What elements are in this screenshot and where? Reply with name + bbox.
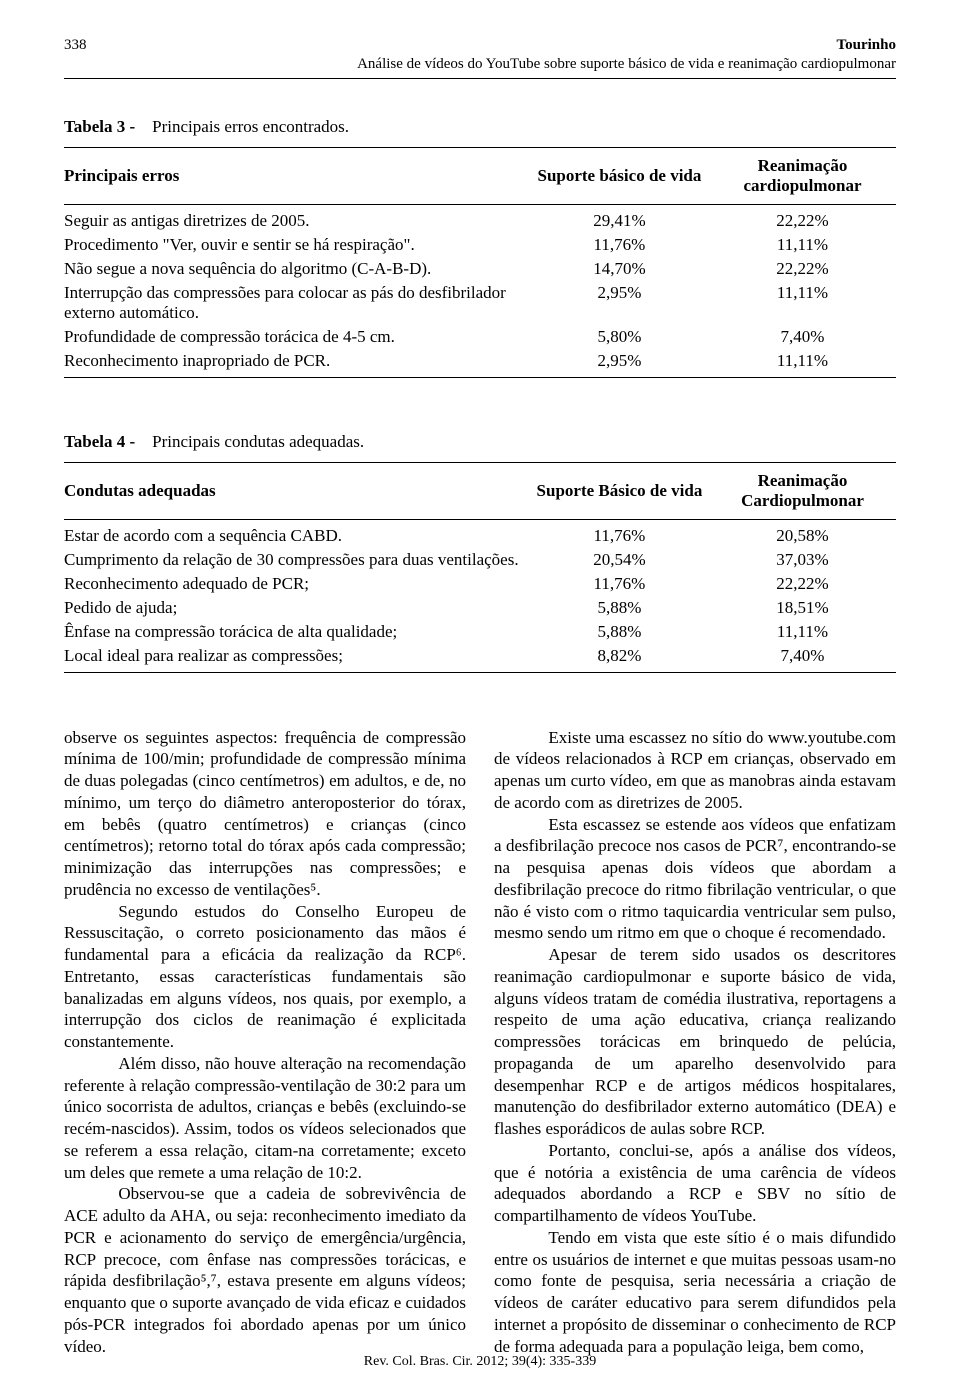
running-title-text: Análise de vídeos do YouTube sobre supor… [357, 55, 896, 74]
table-4-title: Principais condutas adequadas. [152, 432, 364, 451]
running-head: 338 Tourinho Análise de vídeos do YouTub… [64, 36, 896, 74]
paragraph: Apesar de terem sido usados os descritor… [494, 944, 896, 1140]
table-row: Interrupção das compressões para colocar… [64, 281, 896, 325]
header-rule [64, 78, 896, 79]
cell: 18,51% [713, 596, 896, 620]
body-text: observe os seguintes aspectos: frequênci… [64, 727, 896, 1358]
footer-citation: Rev. Col. Bras. Cir. 2012; 39(4): 335-33… [0, 1354, 960, 1370]
cell: Profundidade de compressão torácica de 4… [64, 325, 530, 349]
cell: 22,22% [713, 204, 896, 233]
paragraph: Existe uma escassez no sítio do www.yout… [494, 727, 896, 814]
cell: Reconhecimento inapropriado de PCR. [64, 349, 530, 378]
table-row: Profundidade de compressão torácica de 4… [64, 325, 896, 349]
cell: Local ideal para realizar as compressões… [64, 644, 530, 673]
cell: Cumprimento da relação de 30 compressões… [64, 548, 530, 572]
cell: 11,76% [530, 572, 713, 596]
paragraph: Observou-se que a cadeia de sobrevivênci… [64, 1183, 466, 1357]
table-4-header-row: Condutas adequadas Suporte Básico de vid… [64, 462, 896, 519]
cell: 2,95% [530, 349, 713, 378]
table-row: Reconhecimento inapropriado de PCR. 2,95… [64, 349, 896, 378]
cell: 11,11% [713, 281, 896, 325]
cell: 2,95% [530, 281, 713, 325]
cell: Reconhecimento adequado de PCR; [64, 572, 530, 596]
cell: Não segue a nova sequência do algoritmo … [64, 257, 530, 281]
paragraph: Segundo estudos do Conselho Europeu de R… [64, 901, 466, 1053]
table-3-label: Tabela 3 - [64, 117, 135, 136]
table-4-col-a: Condutas adequadas [64, 462, 530, 519]
cell: Ênfase na compressão torácica de alta qu… [64, 620, 530, 644]
table-row: Seguir as antigas diretrizes de 2005. 29… [64, 204, 896, 233]
running-title: Tourinho Análise de vídeos do YouTube so… [357, 36, 896, 74]
cell: 29,41% [530, 204, 713, 233]
page-number: 338 [64, 36, 87, 55]
cell: 5,88% [530, 596, 713, 620]
table-3-title: Principais erros encontrados. [152, 117, 349, 136]
table-4: Tabela 4 - Principais condutas adequadas… [64, 432, 896, 673]
running-author: Tourinho [357, 36, 896, 55]
table-4-caption: Tabela 4 - Principais condutas adequadas… [64, 432, 896, 452]
paragraph: Esta escassez se estende aos vídeos que … [494, 814, 896, 945]
cell: 20,58% [713, 519, 896, 548]
cell: 11,11% [713, 620, 896, 644]
cell: 14,70% [530, 257, 713, 281]
cell: 20,54% [530, 548, 713, 572]
paragraph: observe os seguintes aspectos: frequênci… [64, 727, 466, 901]
table-row: Não segue a nova sequência do algoritmo … [64, 257, 896, 281]
table-row: Reconhecimento adequado de PCR; 11,76% 2… [64, 572, 896, 596]
table-3-grid: Principais erros Suporte básico de vida … [64, 147, 896, 378]
cell: 5,80% [530, 325, 713, 349]
cell: 22,22% [713, 257, 896, 281]
cell: 22,22% [713, 572, 896, 596]
cell: 11,11% [713, 349, 896, 378]
cell: Procedimento "Ver, ouvir e sentir se há … [64, 233, 530, 257]
cell: Seguir as antigas diretrizes de 2005. [64, 204, 530, 233]
table-3: Tabela 3 - Principais erros encontrados.… [64, 117, 896, 378]
table-4-col-b: Suporte Básico de vida [530, 462, 713, 519]
paragraph: Portanto, conclui-se, após a análise dos… [494, 1140, 896, 1227]
table-row: Pedido de ajuda; 5,88% 18,51% [64, 596, 896, 620]
cell: 7,40% [713, 644, 896, 673]
cell: 11,76% [530, 233, 713, 257]
paragraph: Além disso, não houve alteração na recom… [64, 1053, 466, 1184]
table-4-label: Tabela 4 - [64, 432, 135, 451]
cell: 8,82% [530, 644, 713, 673]
table-3-col-b: Suporte básico de vida [530, 147, 713, 204]
table-3-caption: Tabela 3 - Principais erros encontrados. [64, 117, 896, 137]
table-row: Local ideal para realizar as compressões… [64, 644, 896, 673]
cell: 11,11% [713, 233, 896, 257]
table-row: Procedimento "Ver, ouvir e sentir se há … [64, 233, 896, 257]
cell: 5,88% [530, 620, 713, 644]
cell: 7,40% [713, 325, 896, 349]
cell: 37,03% [713, 548, 896, 572]
cell: 11,76% [530, 519, 713, 548]
table-row: Estar de acordo com a sequência CABD. 11… [64, 519, 896, 548]
cell: Estar de acordo com a sequência CABD. [64, 519, 530, 548]
table-3-col-a: Principais erros [64, 147, 530, 204]
table-3-header-row: Principais erros Suporte básico de vida … [64, 147, 896, 204]
table-4-col-c: Reanimação Cardiopulmonar [713, 462, 896, 519]
table-row: Ênfase na compressão torácica de alta qu… [64, 620, 896, 644]
cell: Pedido de ajuda; [64, 596, 530, 620]
table-3-col-c: Reanimação cardiopulmonar [713, 147, 896, 204]
cell: Interrupção das compressões para colocar… [64, 281, 530, 325]
table-4-grid: Condutas adequadas Suporte Básico de vid… [64, 462, 896, 673]
paragraph: Tendo em vista que este sítio é o mais d… [494, 1227, 896, 1358]
table-row: Cumprimento da relação de 30 compressões… [64, 548, 896, 572]
